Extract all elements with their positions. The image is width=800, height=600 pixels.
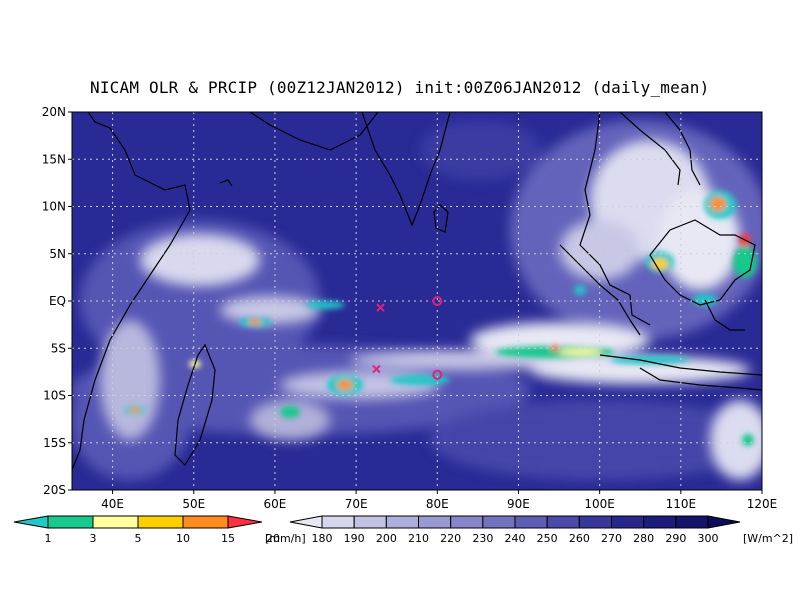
colorbar-level-label: 250 [537,532,558,545]
lon-tick-label: 50E [182,497,205,511]
colorbar-right-arrow [227,515,263,529]
map-title: NICAM OLR & PRCIP (00Z12JAN2012) init:00… [90,78,710,97]
colorbar-level-label: 280 [633,532,654,545]
lat-tick-label: EQ [49,294,66,308]
lon-tick-label: 100E [584,497,615,511]
colorbar-level-label: 3 [90,532,97,545]
colorbar-swatch [353,515,387,529]
colorbar-swatch [514,515,548,529]
lat-tick-label: 15N [42,152,66,166]
circle-marker [432,369,443,380]
colorbar-level-label: 190 [344,532,365,545]
lat-tick-label: 15S [43,436,66,450]
olr-colorbar: 180 190 200 210 220 230 240 250 260 270 280 290 300 [… [289,515,793,545]
lon-tick-label: 90E [507,497,530,511]
colorbar-level-label: 10 [176,532,190,545]
colorbar-level-label: 200 [376,532,397,545]
colorbar-level-label: 230 [472,532,493,545]
precip-colorbar: 1 3 5 10 15 20[mm/h] [13,515,306,545]
colorbar-left-arrow [289,515,323,529]
lon-tick-label: 110E [666,497,697,511]
lat-tick-label: 10S [43,389,66,403]
longitude-axis: 40E 50E 60E 70E 80E 90E 100E 110E 120E [101,490,777,511]
colorbar-swatch [385,515,420,529]
colorbar-swatch [643,515,677,529]
colorbar-level-label: 1 [45,532,52,545]
graticule [72,112,762,490]
colorbar-swatch [450,515,484,529]
storm-markers [372,296,443,380]
lon-tick-label: 70E [345,497,368,511]
colorbar-swatch [418,515,452,529]
cross-marker [372,364,381,374]
colorbar-level-label: 260 [569,532,590,545]
olr-cloud-field [72,112,762,490]
colorbar-swatch [321,515,355,529]
lat-tick-label: 5N [49,247,66,261]
colorbar-level-label: 240 [505,532,526,545]
colorbar-level-label: 20 [266,532,280,545]
colorbar-level-label: 220 [440,532,461,545]
colorbar-right-arrow [707,515,741,529]
colorbar-level-label: 290 [665,532,686,545]
lat-tick-label: 20S [43,483,66,497]
colorbar-swatch [137,515,184,529]
colorbar-left-arrow [13,515,49,529]
circle-marker [432,296,443,306]
lat-tick-label: 5S [51,341,66,355]
colorbar-level-label: 5 [135,532,142,545]
colorbar-level-label: 270 [601,532,622,545]
lon-tick-label: 40E [101,497,124,511]
lon-tick-label: 120E [747,497,778,511]
colorbar-level-label: 300 [698,532,719,545]
colorbar-level-label: 15 [221,532,235,545]
colorbar-swatch [482,515,516,529]
lon-tick-label: 80E [426,497,449,511]
latitude-axis: 20N 15N 10N 5N EQ 5S 10S 15S 20S [42,105,72,497]
colorbar-swatch [92,515,139,529]
colorbar-level-label: 180 [312,532,333,545]
colorbar-swatch [578,515,612,529]
colorbar-swatch [546,515,580,529]
colorbar-unit: [W/m^2] [743,532,793,545]
lat-tick-label: 10N [42,200,66,214]
coastlines [72,112,762,471]
cross-marker [376,303,385,312]
lon-tick-label: 60E [264,497,287,511]
colorbar-swatch [47,515,94,529]
colorbar-swatch [182,515,229,529]
lat-tick-label: 20N [42,105,66,119]
colorbar-swatch [611,515,645,529]
colorbar-level-label: 210 [408,532,429,545]
colorbar-swatch [675,515,709,529]
colorbar-unit: [mm/h] [265,532,306,545]
